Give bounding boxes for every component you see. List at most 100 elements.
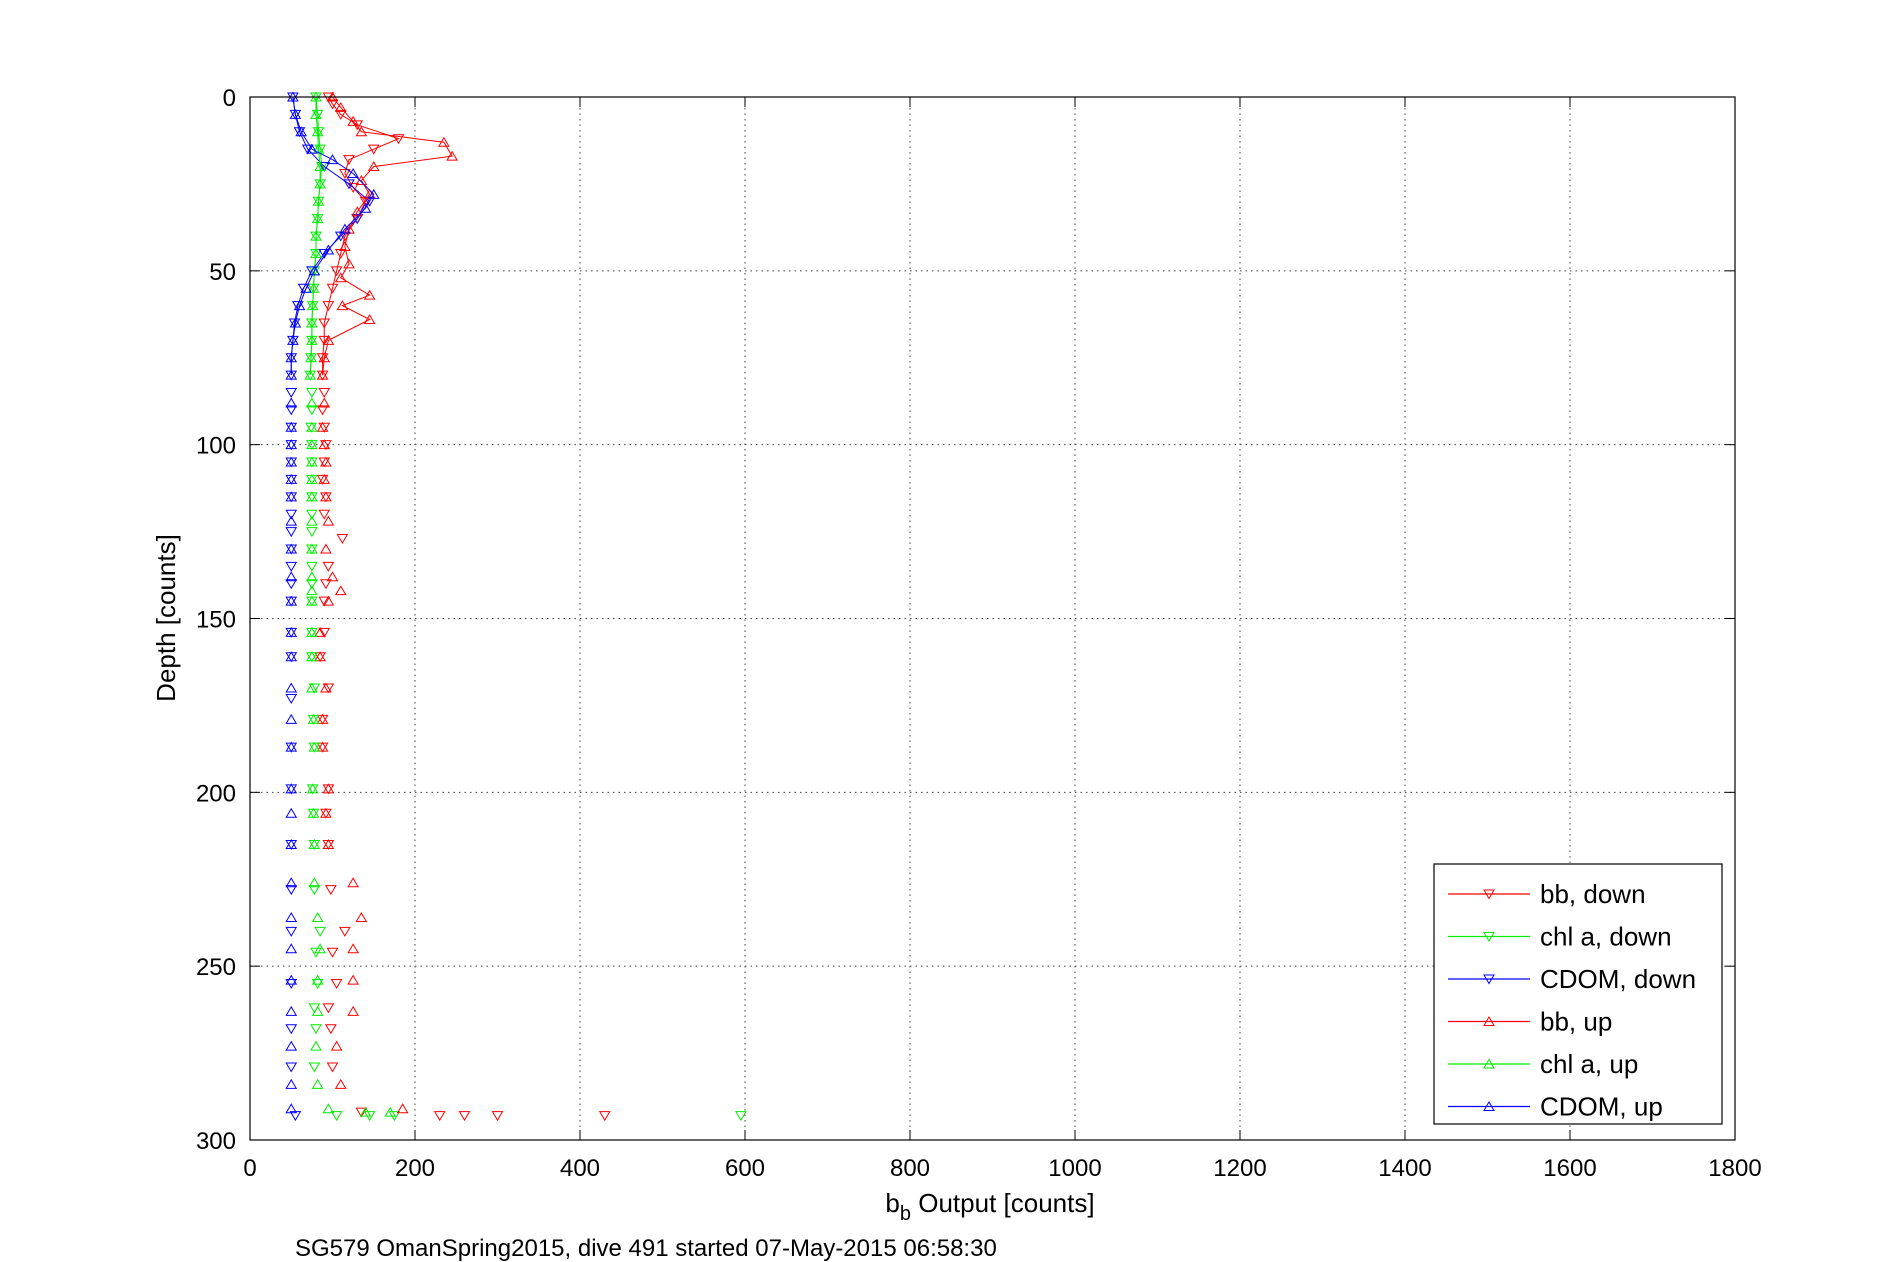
data-point (326, 947, 339, 958)
series-line (290, 96, 375, 376)
series-4 (304, 91, 397, 1117)
data-point (310, 230, 322, 241)
data-point (308, 885, 321, 896)
legend-label: chl a, down (1540, 922, 1672, 952)
data-point (334, 109, 347, 120)
data-point (326, 571, 339, 582)
data-point (367, 188, 380, 199)
data-point (306, 682, 318, 693)
data-point (306, 397, 318, 408)
data-point (343, 258, 355, 269)
data-point (285, 595, 298, 606)
data-point (306, 783, 319, 794)
data-point (306, 473, 318, 484)
data-point (314, 943, 326, 954)
x-tick-label: 1800 (1708, 1155, 1761, 1182)
data-point (285, 509, 298, 520)
data-point (446, 150, 458, 161)
data-point (351, 206, 364, 217)
data-point (291, 301, 304, 312)
data-point (339, 223, 351, 234)
legend-item: chl a, down (1448, 922, 1672, 952)
legend-item: bb, down (1448, 879, 1646, 909)
data-point (306, 571, 318, 582)
data-point (343, 179, 355, 190)
data-point (285, 626, 298, 637)
data-point (285, 571, 298, 582)
x-axis-label-rest: Output [counts] (911, 1188, 1095, 1218)
data-point (355, 174, 368, 185)
data-point (304, 369, 317, 380)
data-point (322, 334, 335, 345)
legend-label: chl a, up (1540, 1049, 1638, 1079)
data-point (306, 388, 318, 399)
data-point (311, 109, 324, 120)
data-point (308, 683, 321, 694)
data-point (306, 585, 318, 596)
y-axis-label: Depth [counts] (151, 534, 181, 702)
data-point (363, 314, 376, 325)
data-point (307, 282, 320, 293)
data-point (347, 168, 359, 178)
data-point (491, 1111, 504, 1122)
data-point (330, 266, 343, 277)
data-point (316, 369, 329, 380)
data-point (305, 352, 317, 363)
data-point (308, 838, 321, 849)
y-tick-label: 200 (196, 780, 236, 807)
data-point (306, 491, 318, 502)
data-point (314, 626, 326, 637)
data-point (396, 1103, 409, 1114)
x-tick-label: 200 (395, 1155, 435, 1182)
x-tick-label: 1200 (1213, 1155, 1266, 1182)
data-point (336, 300, 349, 311)
y-tick-label: 100 (196, 433, 236, 460)
data-point (330, 1040, 343, 1051)
legend-item: chl a, up (1448, 1049, 1638, 1079)
data-point (306, 143, 318, 154)
data-point (314, 178, 326, 189)
data-point (287, 334, 299, 345)
data-point (326, 1062, 339, 1073)
data-point (322, 838, 335, 849)
data-point (318, 627, 331, 638)
data-point (306, 515, 318, 526)
data-point (318, 473, 331, 484)
y-tick-label: 250 (196, 954, 236, 981)
data-point (285, 405, 298, 416)
data-point (289, 317, 302, 328)
data-point (339, 926, 351, 937)
legend-item: CDOM, up (1448, 1092, 1663, 1122)
data-point (312, 143, 325, 154)
data-point (343, 155, 355, 166)
data-point (293, 300, 306, 311)
data-point (359, 202, 372, 213)
data-point (318, 388, 331, 399)
data-point (300, 282, 312, 293)
data-point (458, 1111, 471, 1122)
data-point (326, 283, 339, 294)
data-point (285, 515, 298, 526)
data-point (359, 1106, 372, 1117)
data-point (324, 885, 337, 896)
data-point (339, 168, 351, 179)
data-point (308, 265, 321, 276)
data-point (285, 877, 298, 888)
data-point (285, 491, 298, 502)
data-point (322, 1103, 335, 1114)
data-point (285, 1078, 298, 1089)
data-point (285, 579, 298, 590)
data-point (347, 115, 359, 126)
data-point (322, 783, 335, 794)
data-point (318, 422, 331, 433)
legend-swatch-marker (1483, 1016, 1495, 1026)
data-point (322, 561, 335, 572)
data-point (320, 440, 332, 451)
data-point (285, 943, 298, 954)
data-point (285, 527, 298, 538)
x-tick-label: 1400 (1378, 1155, 1431, 1182)
axis-ticks: 0 200 400 600 800 1000 1200 1400 1600 1800 0 50 100 1… (196, 85, 1762, 1182)
data-point (285, 439, 298, 450)
data-point (285, 561, 298, 572)
data-point (285, 352, 298, 363)
